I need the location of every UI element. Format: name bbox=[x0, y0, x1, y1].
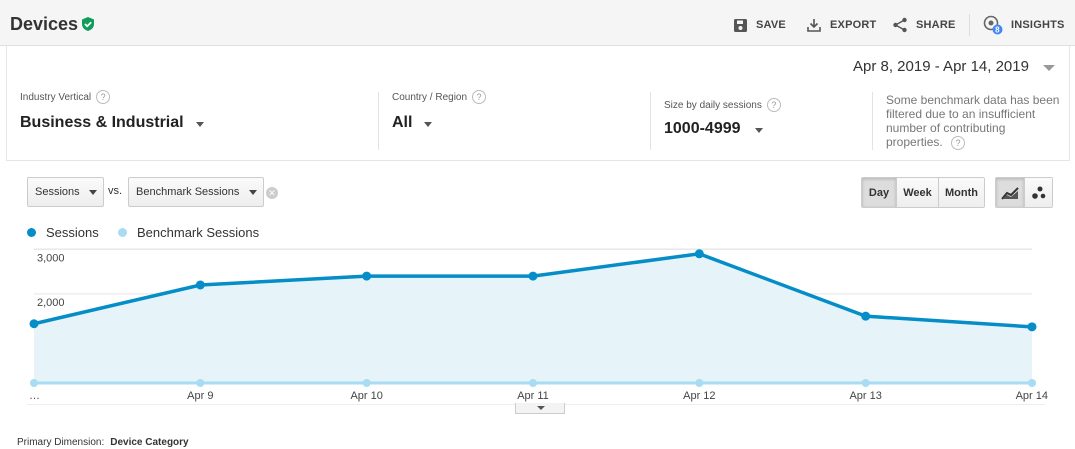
sessions-point bbox=[1027, 322, 1037, 332]
session-size-dropdown[interactable]: 1000-4999 bbox=[664, 120, 781, 138]
insights-icon: 8 bbox=[983, 15, 1003, 35]
motion-chart-button[interactable] bbox=[1024, 178, 1052, 207]
report-header: Devices SAVE EXPORT SHARE 8 bbox=[0, 0, 1075, 46]
sessions-point bbox=[861, 311, 871, 321]
industry-vertical-filter: Industry Vertical ? Business & Industria… bbox=[20, 90, 204, 150]
benchmark-point bbox=[529, 379, 537, 387]
chevron-down-icon bbox=[89, 190, 97, 195]
x-tick-label: Apr 14 bbox=[1016, 390, 1048, 402]
insights-badge: 8 bbox=[995, 26, 1000, 35]
share-button[interactable]: SHARE bbox=[892, 16, 956, 34]
metric-select-primary[interactable]: Sessions bbox=[27, 177, 104, 207]
panel-divider bbox=[6, 160, 1070, 161]
help-icon[interactable]: ? bbox=[96, 90, 111, 104]
y-tick-label: 2,000 bbox=[37, 297, 65, 309]
save-button[interactable]: SAVE bbox=[733, 16, 786, 34]
vs-label: vs. bbox=[108, 185, 123, 197]
x-tick-label: Apr 10 bbox=[350, 390, 382, 402]
primary-dimension: Primary Dimension: Device Category bbox=[17, 437, 189, 448]
chevron-down-icon bbox=[249, 190, 257, 195]
benchmark-point bbox=[861, 379, 870, 387]
x-tick-label: Apr 12 bbox=[683, 390, 715, 402]
legend-item-benchmark[interactable]: Benchmark Sessions bbox=[118, 225, 259, 240]
help-icon[interactable]: ? bbox=[951, 135, 966, 150]
date-range-dropdown-icon[interactable] bbox=[1043, 65, 1055, 71]
country-region-filter: Country / Region ? All bbox=[392, 90, 487, 150]
session-size-value: 1000-4999 bbox=[664, 120, 741, 137]
bubble-chart-icon bbox=[1031, 186, 1046, 199]
divider bbox=[378, 92, 379, 150]
week-button[interactable]: Week bbox=[896, 178, 938, 207]
verified-shield-icon bbox=[82, 17, 94, 31]
chart-type-toggle bbox=[995, 177, 1053, 208]
metric-select-comparison[interactable]: Benchmark Sessions bbox=[128, 177, 264, 207]
benchmark-filter-note: Some benchmark data has been filtered du… bbox=[886, 93, 1060, 150]
benchmark-point bbox=[362, 379, 371, 387]
sessions-point bbox=[362, 271, 372, 281]
industry-vertical-value: Business & Industrial bbox=[20, 114, 184, 131]
benchmark-point bbox=[196, 379, 205, 387]
sessions-point bbox=[29, 319, 39, 329]
help-icon[interactable]: ? bbox=[766, 98, 781, 112]
chevron-down-icon bbox=[195, 121, 204, 127]
panel-border-left bbox=[6, 46, 7, 161]
toolbar-divider bbox=[969, 14, 970, 36]
panel-border-right bbox=[1069, 46, 1070, 161]
export-icon bbox=[807, 19, 821, 32]
sessions-point bbox=[528, 271, 538, 281]
expand-chart-handle[interactable] bbox=[515, 403, 565, 414]
share-icon bbox=[893, 17, 907, 33]
legend-marker bbox=[118, 228, 127, 237]
clear-comparison-icon[interactable]: ✕ bbox=[266, 187, 278, 199]
industry-vertical-label: Industry Vertical bbox=[20, 91, 92, 103]
line-chart-button[interactable] bbox=[996, 178, 1025, 207]
legend-marker bbox=[27, 228, 36, 237]
x-tick-label: Apr 13 bbox=[849, 390, 881, 402]
export-label: EXPORT bbox=[830, 19, 877, 31]
x-tick-label: Apr 9 bbox=[187, 390, 213, 402]
divider bbox=[872, 92, 873, 150]
save-label: SAVE bbox=[756, 19, 786, 31]
save-icon bbox=[734, 18, 747, 32]
chevron-down-icon bbox=[424, 121, 433, 127]
chevron-down-icon bbox=[754, 127, 763, 133]
share-label: SHARE bbox=[916, 19, 956, 31]
country-region-dropdown[interactable]: All bbox=[392, 114, 486, 132]
legend-item-sessions[interactable]: Sessions bbox=[27, 225, 99, 240]
country-region-label: Country / Region bbox=[392, 91, 468, 103]
country-region-value: All bbox=[392, 114, 413, 131]
industry-vertical-dropdown[interactable]: Business & Industrial bbox=[20, 114, 204, 132]
date-range-picker[interactable]: Apr 8, 2019 - Apr 14, 2019 bbox=[853, 58, 1029, 75]
session-size-label: Size by daily sessions bbox=[664, 99, 762, 111]
granularity-toggle: Day Week Month bbox=[861, 177, 985, 208]
x-tick-label: … bbox=[29, 390, 40, 402]
benchmark-point bbox=[1028, 379, 1036, 387]
export-button[interactable]: EXPORT bbox=[806, 16, 876, 34]
page-title: Devices bbox=[10, 14, 79, 34]
insights-button[interactable]: 8 INSIGHTS bbox=[983, 15, 1065, 35]
session-size-filter: Size by daily sessions ? 1000-4999 bbox=[664, 98, 781, 158]
sessions-point bbox=[694, 249, 704, 259]
day-button[interactable]: Day bbox=[862, 178, 896, 207]
x-tick-label: Apr 11 bbox=[517, 390, 549, 402]
divider bbox=[650, 92, 651, 150]
sessions-point bbox=[195, 280, 205, 290]
benchmark-point bbox=[695, 379, 704, 387]
month-button[interactable]: Month bbox=[938, 178, 984, 207]
benchmark-point bbox=[30, 379, 38, 387]
help-icon[interactable]: ? bbox=[472, 90, 487, 104]
insights-label: INSIGHTS bbox=[1011, 19, 1065, 31]
y-tick-label: 3,000 bbox=[37, 252, 65, 264]
line-chart-icon bbox=[1001, 186, 1019, 200]
